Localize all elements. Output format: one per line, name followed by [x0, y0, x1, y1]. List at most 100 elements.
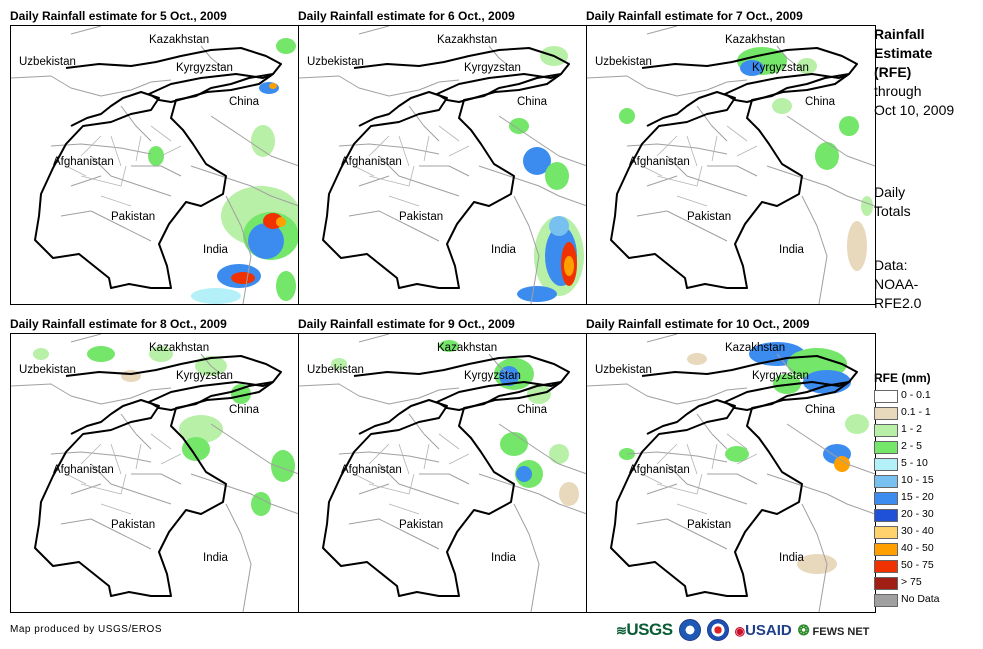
kyrgyzstan-outline	[148, 381, 274, 411]
province-boundary	[353, 433, 470, 515]
label-china: China	[805, 404, 836, 416]
rainfall-area	[545, 162, 569, 190]
label-uzbekistan: Uzbekistan	[19, 56, 76, 68]
panel-oct-9: Daily Rainfall estimate for 9 Oct., 2009…	[298, 317, 588, 615]
label-afghanistan: Afghanistan	[341, 464, 402, 476]
label-china: China	[229, 96, 260, 108]
label-kazakhstan: Kazakhstan	[437, 342, 498, 354]
rainfall-area	[231, 384, 251, 404]
province-boundary	[641, 433, 758, 515]
side-data-source: Data: NOAA- RFE2.0	[874, 256, 921, 313]
side-totals-line2: Totals	[874, 203, 911, 219]
panel-title: Daily Rainfall estimate for 10 Oct., 200…	[586, 317, 810, 331]
rainfall-area	[331, 358, 347, 370]
panel-title: Daily Rainfall estimate for 8 Oct., 2009	[10, 317, 227, 331]
label-kazakhstan: Kazakhstan	[149, 34, 210, 46]
panel-title: Daily Rainfall estimate for 6 Oct., 2009	[298, 9, 515, 23]
rainfall-area	[509, 118, 529, 134]
usaid-logo: ◉USAID	[734, 621, 792, 639]
side-date: Oct 10, 2009	[874, 102, 955, 118]
province-boundary	[587, 334, 875, 612]
legend-swatch	[874, 407, 898, 420]
map-canvas	[11, 26, 299, 304]
label-india: India	[491, 552, 516, 564]
label-china: China	[517, 404, 548, 416]
label-pakistan: Pakistan	[687, 519, 732, 531]
panel-title: Daily Rainfall estimate for 9 Oct., 2009	[298, 317, 515, 331]
rainfall-area	[33, 348, 49, 360]
legend-swatch	[874, 509, 898, 522]
rainfall-area	[845, 414, 869, 434]
rainfall-area	[725, 446, 749, 462]
rainfall-area	[439, 340, 459, 352]
label-india: India	[491, 244, 516, 256]
legend-label: 0 - 0.1	[901, 389, 931, 401]
side-data-line3: RFE2.0	[874, 295, 922, 311]
province-boundary	[353, 125, 470, 207]
legend-label: 2 - 5	[901, 440, 923, 452]
legend-label: No Data	[901, 593, 940, 605]
noaa-logo-icon	[678, 619, 701, 641]
province-boundary	[11, 334, 299, 612]
legend-label: 15 - 20	[901, 491, 934, 503]
side-title-line3: (RFE)	[874, 64, 912, 80]
label-india: India	[779, 244, 804, 256]
rainfall-map: Kazakhstan Uzbekistan Kyrgyzstan China Afgha…	[586, 333, 876, 613]
rainfall-area	[815, 142, 839, 170]
label-kyrgyzstan: Kyrgyzstan	[464, 62, 521, 74]
rainfall-area	[179, 415, 223, 443]
legend-swatch	[874, 594, 898, 607]
legend-label: 20 - 30	[901, 508, 934, 520]
province-boundary	[299, 26, 587, 304]
side-title-line1: Rainfall	[874, 26, 925, 42]
rainfall-area	[839, 116, 859, 136]
legend-swatch	[874, 390, 898, 403]
legend-label: 0.1 - 1	[901, 406, 931, 418]
label-pakistan: Pakistan	[111, 211, 156, 223]
rainfall-area	[834, 456, 850, 472]
map-canvas	[11, 334, 299, 612]
legend-swatch	[874, 543, 898, 556]
legend-label: 10 - 15	[901, 474, 934, 486]
rainfall-area	[149, 346, 173, 362]
country-outline	[34, 355, 282, 597]
label-china: China	[517, 96, 548, 108]
label-kazakhstan: Kazakhstan	[149, 342, 210, 354]
legend-swatch	[874, 424, 898, 437]
rainfall-area	[797, 554, 837, 574]
rainfall-area	[269, 83, 277, 89]
rainfall-area	[148, 146, 164, 166]
rainfall-map: Kazakhstan Uzbekistan Kyrgyzstan China Afgha…	[10, 25, 300, 305]
legend-label: 50 - 75	[901, 559, 934, 571]
label-kyrgyzstan: Kyrgyzstan	[464, 370, 521, 382]
label-afghanistan: Afghanistan	[629, 156, 690, 168]
label-afghanistan: Afghanistan	[341, 156, 402, 168]
province-boundary	[587, 26, 875, 304]
map-canvas	[587, 334, 875, 612]
legend-swatch	[874, 458, 898, 471]
label-uzbekistan: Uzbekistan	[595, 364, 652, 376]
kyrgyzstan-outline	[724, 381, 850, 411]
label-india: India	[203, 552, 228, 564]
kyrgyzstan-outline	[724, 73, 850, 103]
country-outline	[610, 355, 858, 597]
country-outline	[610, 47, 858, 289]
rainfall-area	[259, 82, 279, 94]
panel-oct-7: Daily Rainfall estimate for 7 Oct., 2009…	[586, 9, 876, 307]
fews-net-logo: ❂ FEWS NET	[797, 621, 870, 638]
rainfall-map: Kazakhstan Uzbekistan Kyrgyzstan China Afgha…	[10, 333, 300, 613]
rainfall-area	[797, 58, 817, 74]
rainfall-area	[276, 271, 296, 301]
label-uzbekistan: Uzbekistan	[307, 364, 364, 376]
rainfall-area	[121, 370, 141, 382]
label-kyrgyzstan: Kyrgyzstan	[176, 370, 233, 382]
map-canvas	[587, 26, 875, 304]
country-outline	[322, 355, 570, 597]
rainfall-area	[87, 346, 115, 362]
label-china: China	[229, 404, 260, 416]
nws-logo-icon	[706, 619, 729, 641]
label-afghanistan: Afghanistan	[53, 156, 114, 168]
side-title-line2: Estimate	[874, 45, 933, 61]
legend-swatch	[874, 441, 898, 454]
legend-swatch	[874, 526, 898, 539]
